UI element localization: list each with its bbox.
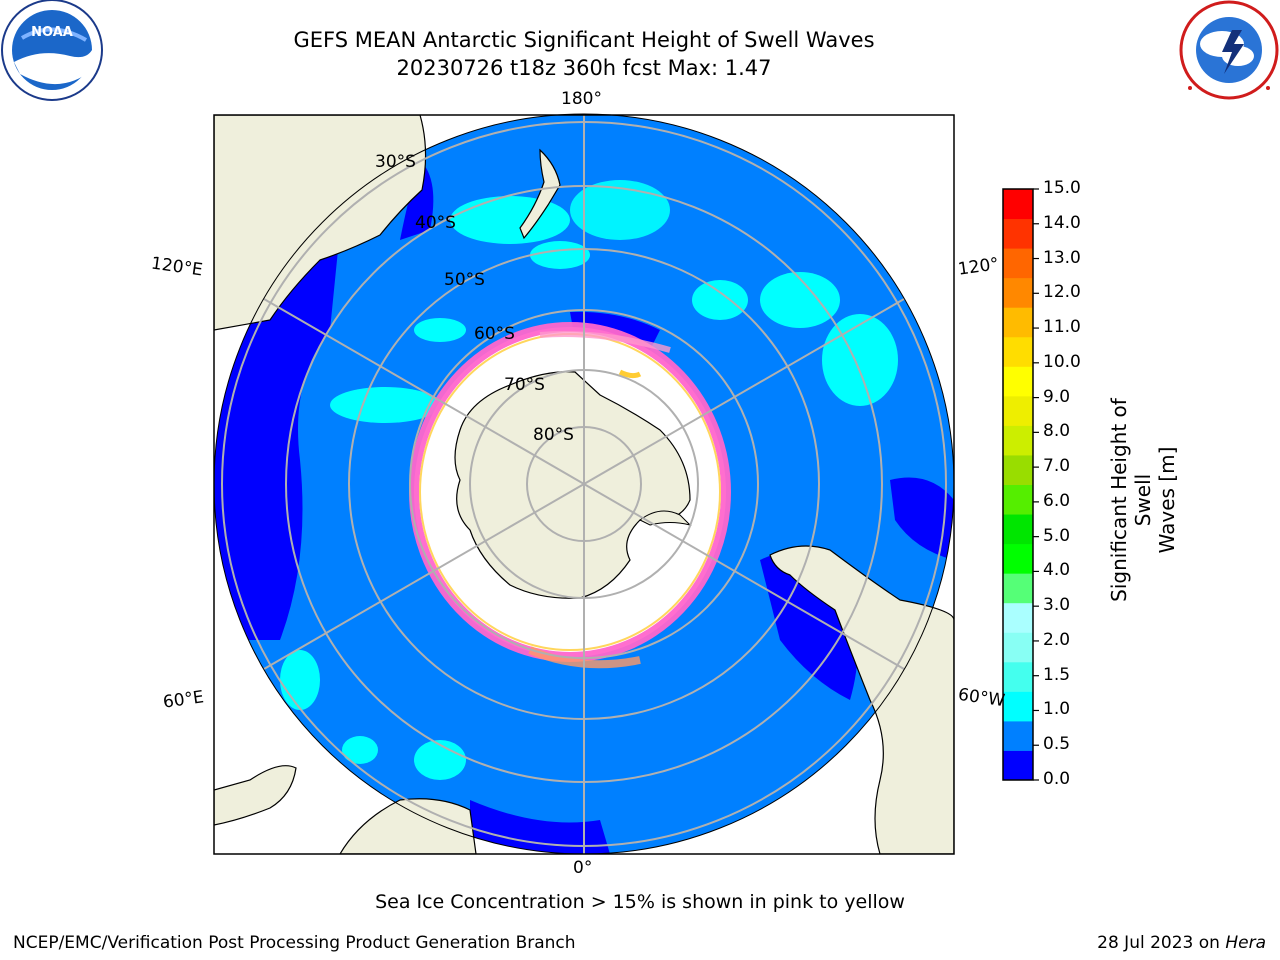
- colorbar-tick-label: 3.0: [1043, 595, 1071, 616]
- colorbar-tick-label: 2.0: [1043, 629, 1071, 650]
- colorbar-tick-label: 6.0: [1043, 490, 1071, 511]
- colorbar-segment: [1003, 750, 1033, 781]
- colorbar-tick-label: 0.0: [1043, 769, 1071, 789]
- colorbar-segment: [1003, 218, 1033, 249]
- colorbar-segment: [1003, 632, 1033, 663]
- colorbar-tick-label: 1.5: [1043, 664, 1071, 685]
- noaa-logo: NOAA: [1, 0, 103, 101]
- map-subtitle: 20230726 t18z 360h fcst Max: 1.47: [396, 56, 772, 80]
- colorbar-segment: [1003, 248, 1033, 279]
- colorbar-tick-label: 9.0: [1043, 386, 1071, 407]
- colorbar-segment: [1003, 277, 1033, 308]
- colorbar-segment: [1003, 336, 1033, 367]
- sea-ice-note: Sea Ice Concentration > 15% is shown in …: [375, 891, 905, 913]
- meridian-label-0: 0°: [573, 858, 593, 878]
- colorbar-tick-label: 11.0: [1043, 317, 1081, 338]
- colorbar-segment: [1003, 307, 1033, 338]
- colorbar-segment: [1003, 454, 1033, 485]
- credit-date: 28 Jul 2023 on: [1097, 933, 1226, 953]
- colorbar-tick-label: 5.0: [1043, 525, 1071, 546]
- colorbar-frame: [1002, 188, 1034, 781]
- parallel-label-60s: 60°S: [474, 324, 515, 344]
- colorbar-tick-label: 14.0: [1043, 212, 1081, 233]
- parallel-label-70s: 70°S: [504, 375, 545, 395]
- colorbar-segment: [1003, 691, 1033, 722]
- parallel-label-50s: 50°S: [444, 270, 485, 290]
- nws-logo: [1179, 0, 1279, 100]
- colorbar-segment: [1003, 514, 1033, 545]
- parallel-label-30s: 30°S: [375, 152, 416, 172]
- parallel-label-40s: 40°S: [415, 213, 456, 233]
- land-masses: [214, 115, 954, 854]
- colorbar-tick-label: 4.0: [1043, 560, 1071, 581]
- graticule: [214, 114, 954, 854]
- map-title: GEFS MEAN Antarctic Significant Height o…: [293, 28, 875, 52]
- colorbar-segment: [1003, 395, 1033, 426]
- map-frame: [213, 114, 955, 855]
- colorbar: [1002, 188, 1039, 781]
- colorbar-segment: [1003, 484, 1033, 515]
- colorbar-tick-label: 8.0: [1043, 421, 1071, 442]
- svg-text:NOAA: NOAA: [31, 25, 73, 40]
- colorbar-segment: [1003, 189, 1033, 220]
- colorbar-tick-label: 7.0: [1043, 456, 1071, 477]
- colorbar-tick-label: 1.0: [1043, 699, 1071, 720]
- colorbar-segment: [1003, 366, 1033, 397]
- colorbar-tick-label: 0.5: [1043, 734, 1071, 755]
- colorbar-segment: [1003, 602, 1033, 633]
- credit-host: Hera: [1225, 933, 1266, 953]
- colorbar-segment: [1003, 573, 1033, 604]
- credit-left: NCEP/EMC/Verification Post Processing Pr…: [13, 933, 576, 953]
- colorbar-tick-label: 13.0: [1043, 247, 1081, 268]
- credit-right: 28 Jul 2023 on Hera: [1097, 933, 1266, 953]
- colorbar-segment: [1003, 543, 1033, 574]
- parallel-label-80s: 80°S: [533, 425, 574, 445]
- colorbar-segment: [1003, 661, 1033, 692]
- meridian-label-180: 180°: [561, 89, 602, 109]
- colorbar-label: Significant Height of Swell Waves [m]: [1107, 380, 1179, 620]
- colorbar-label-line1: Significant Height of Swell: [1107, 398, 1155, 602]
- colorbar-label-line2: Waves [m]: [1155, 446, 1179, 554]
- colorbar-tick-label: 10.0: [1043, 351, 1081, 372]
- colorbar-segment: [1003, 425, 1033, 456]
- colorbar-tick-label: 12.0: [1043, 282, 1081, 303]
- colorbar-tick-label: 15.0: [1043, 178, 1081, 198]
- colorbar-segment: [1003, 720, 1033, 751]
